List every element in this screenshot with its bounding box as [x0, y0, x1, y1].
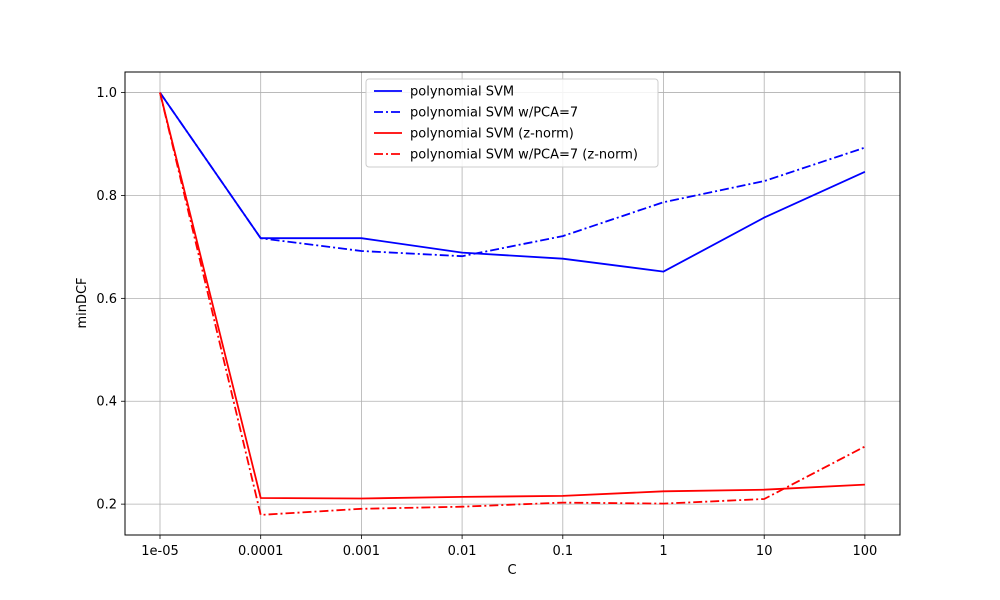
x-tick-label: 0.1 [552, 544, 573, 559]
series-line-3 [159, 92, 865, 500]
x-tick-label: 0.001 [343, 544, 380, 559]
series-line-4 [159, 92, 866, 516]
x-tick-label: 1e-05 [141, 544, 179, 559]
legend-entry: polynomial SVM w/PCA=7 [410, 106, 578, 121]
plot-frame [124, 71, 901, 536]
legend-entry: polynomial SVM w/PCA=7 (z-norm) [410, 148, 638, 163]
legend: polynomial SVM polynomial SVM w/PCA=7 poly… [365, 78, 659, 168]
legend-entry: polynomial SVM [410, 85, 514, 100]
x-tick-label: 0.01 [448, 544, 477, 559]
y-tick-label: 0.8 [96, 189, 117, 204]
series-line-2 [159, 92, 866, 258]
legend-box [365, 78, 659, 168]
y-tick-label: 0.6 [96, 292, 117, 307]
y-tick-label: 0.4 [96, 395, 117, 410]
x-axis-label: C [507, 563, 516, 578]
x-tick-label: 0.0001 [238, 544, 284, 559]
x-axis: 1e-05 0.0001 0.001 0.01 0.1 1 10 100 [141, 535, 877, 559]
y-axis-label: minDCF [75, 277, 90, 328]
y-tick-label: 0.2 [96, 498, 117, 513]
legend-entry: polynomial SVM (z-norm) [410, 127, 574, 142]
x-tick-label: 10 [756, 544, 773, 559]
x-tick-label: 100 [852, 544, 877, 559]
x-tick-label: 1 [659, 544, 667, 559]
y-tick-label: 1.0 [96, 86, 117, 101]
series-line-1 [159, 92, 866, 273]
y-axis: 0.2 0.4 0.6 0.8 1.0 [96, 86, 125, 513]
series-layer [159, 92, 866, 516]
